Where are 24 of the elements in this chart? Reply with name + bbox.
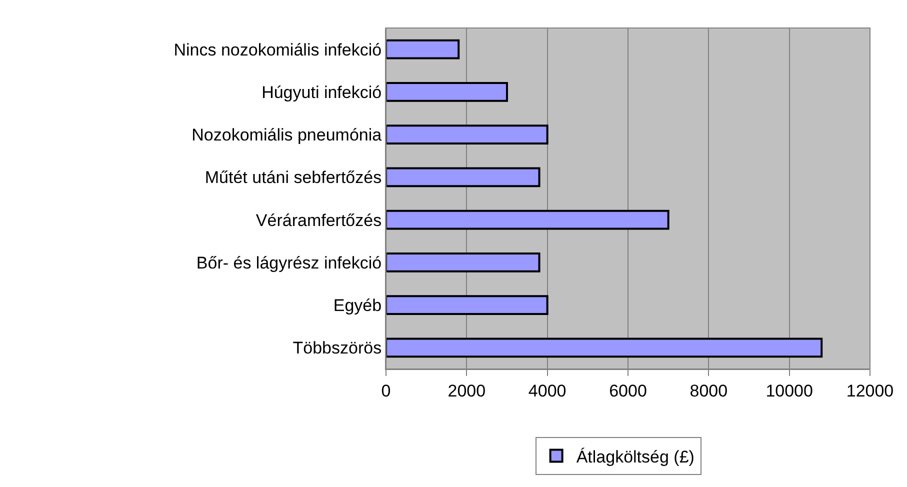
x-tick-label: 2000 xyxy=(448,381,486,400)
x-tick-label: 12000 xyxy=(846,381,894,400)
bar xyxy=(386,338,823,358)
bar xyxy=(386,295,548,316)
bar xyxy=(386,124,548,145)
y-tick-label: Műtét utáni sebfertőzés xyxy=(204,168,382,188)
y-tick-label: Nozokomiális pneumónia xyxy=(192,126,382,145)
bar xyxy=(386,82,508,102)
x-tick-label: 4000 xyxy=(528,381,566,400)
y-tick-label: Véráramfertőzés xyxy=(256,210,382,230)
bar xyxy=(386,252,540,272)
bar xyxy=(386,167,540,188)
y-tick-label: Bőr- és lágyrész infekció xyxy=(196,253,382,272)
bar xyxy=(386,210,670,230)
legend-label: Átlagköltség (£) xyxy=(576,447,694,466)
x-tick-label: 8000 xyxy=(690,381,728,400)
x-tick-label: 6000 xyxy=(609,381,647,400)
x-tick-label: 10000 xyxy=(766,381,813,400)
y-tick-label: Egyéb xyxy=(333,296,382,316)
y-tick-label: Többszörös xyxy=(292,338,382,358)
bar xyxy=(386,39,460,60)
y-tick-label: Húgyuti infekció xyxy=(262,82,382,102)
x-tick-label: 0 xyxy=(381,381,391,400)
y-tick-label: Nincs nozokomiális infekció xyxy=(174,40,382,60)
